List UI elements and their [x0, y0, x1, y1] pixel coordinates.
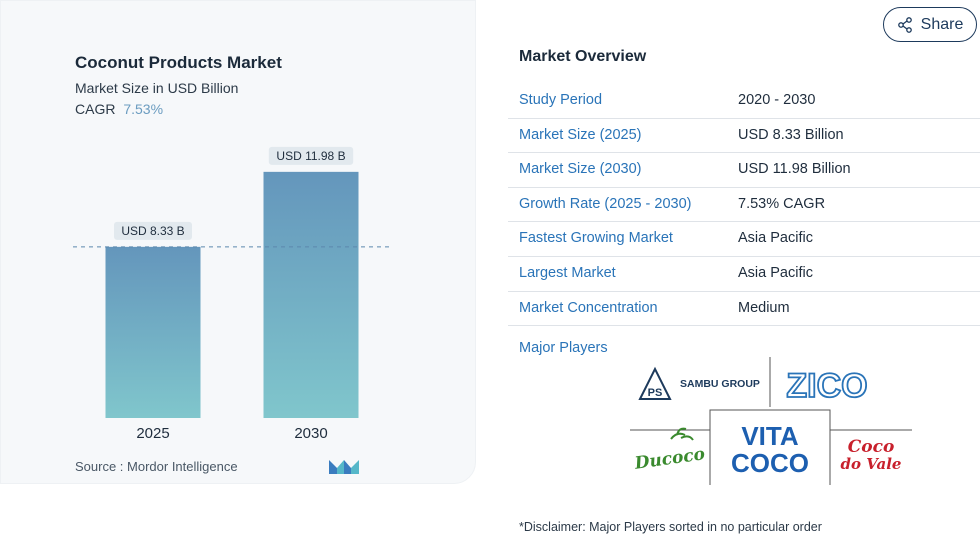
ducoco-name: Ducoco [633, 444, 707, 474]
overview-label[interactable]: Growth Rate (2025 - 2030) [519, 195, 692, 212]
coco-do-vale-line2: do Vale [841, 455, 902, 473]
sambu-group-logo: PS SAMBU GROUP [638, 366, 760, 400]
overview-value: 2020 - 2030 [738, 92, 816, 108]
vita-coco-line1: VITA [741, 421, 799, 451]
x-tick-label: 2030 [294, 425, 327, 442]
overview-label[interactable]: Largest Market [519, 264, 616, 281]
overview-value: USD 8.33 Billion [738, 126, 844, 143]
disclaimer: *Disclaimer: Major Players sorted in no … [519, 520, 822, 534]
mordor-intelligence-logo [329, 460, 359, 474]
chart-title: Coconut Products Market [75, 53, 282, 72]
chart-subtitle: Market Size in USD Billion [75, 80, 239, 96]
overview-row-growth-rate: Growth Rate (2025 - 2030) 7.53% CAGR [508, 188, 980, 223]
overview-row-market-size-2025: Market Size (2025) USD 8.33 Billion [508, 119, 980, 154]
share-label: Share [920, 15, 964, 33]
sambu-name: SAMBU GROUP [680, 378, 760, 390]
chart-source: Source : Mordor Intelligence [75, 459, 238, 474]
x-tick-label: 2025 [136, 425, 169, 442]
overview-value: Asia Pacific [738, 264, 813, 281]
major-players-logos: PS SAMBU GROUP ZICO Ducoco VITA COCO Coc… [630, 357, 912, 485]
sambu-mark: PS [648, 387, 663, 399]
data-label: USD 8.33 B [121, 224, 184, 238]
chart-cagr: CAGR 7.53% [75, 101, 163, 117]
vita-coco-line2: COCO [731, 448, 809, 478]
overview-row-market-size-2030: Market Size (2030) USD 11.98 Billion [508, 153, 980, 188]
data-label-bg [268, 146, 354, 165]
overview-label[interactable]: Market Concentration [519, 299, 658, 316]
overview-title: Market Overview [519, 48, 647, 65]
overview-row-largest-market: Largest Market Asia Pacific [508, 257, 980, 292]
overview-row-fastest-growing: Fastest Growing Market Asia Pacific [508, 222, 980, 257]
data-label: USD 11.98 B [276, 149, 345, 163]
overview-label[interactable]: Fastest Growing Market [519, 230, 673, 247]
overview-row-market-concentration: Market Concentration Medium [508, 292, 980, 327]
ducoco-logo: Ducoco [633, 427, 707, 474]
share-button[interactable]: Share [883, 7, 977, 42]
cagr-value: 7.53% [123, 101, 164, 117]
overview-table: Study Period 2020 - 2030 Market Size (20… [508, 84, 980, 327]
coco-do-vale-logo: Coco do Vale [841, 437, 902, 473]
overview-value: Asia Pacific [738, 230, 813, 247]
overview-label[interactable]: Market Size (2030) [519, 161, 642, 178]
coco-do-vale-line1: Coco [848, 437, 895, 457]
zico-logo: ZICO [786, 367, 867, 405]
overview-value: Medium [738, 299, 790, 316]
cagr-label: CAGR [75, 101, 116, 117]
overview-label[interactable]: Market Size (2025) [519, 126, 642, 143]
major-players-title[interactable]: Major Players [519, 340, 608, 356]
bar-chart: USD 8.33 B 2025 USD 11.98 B 2030 [73, 146, 393, 442]
share-icon [897, 16, 912, 33]
overview-row-study-period: Study Period 2020 - 2030 [508, 84, 980, 119]
bar-2030 [263, 171, 359, 418]
overview-value: USD 11.98 Billion [738, 161, 851, 178]
overview-value: 7.53% CAGR [738, 195, 826, 212]
vita-coco-logo: VITA COCO [731, 421, 809, 478]
data-label-bg [114, 221, 192, 240]
market-size-chart-card: Coconut Products Market Market Size in U… [0, 0, 476, 484]
overview-label[interactable]: Study Period [519, 92, 603, 108]
bar-2025 [105, 246, 201, 418]
